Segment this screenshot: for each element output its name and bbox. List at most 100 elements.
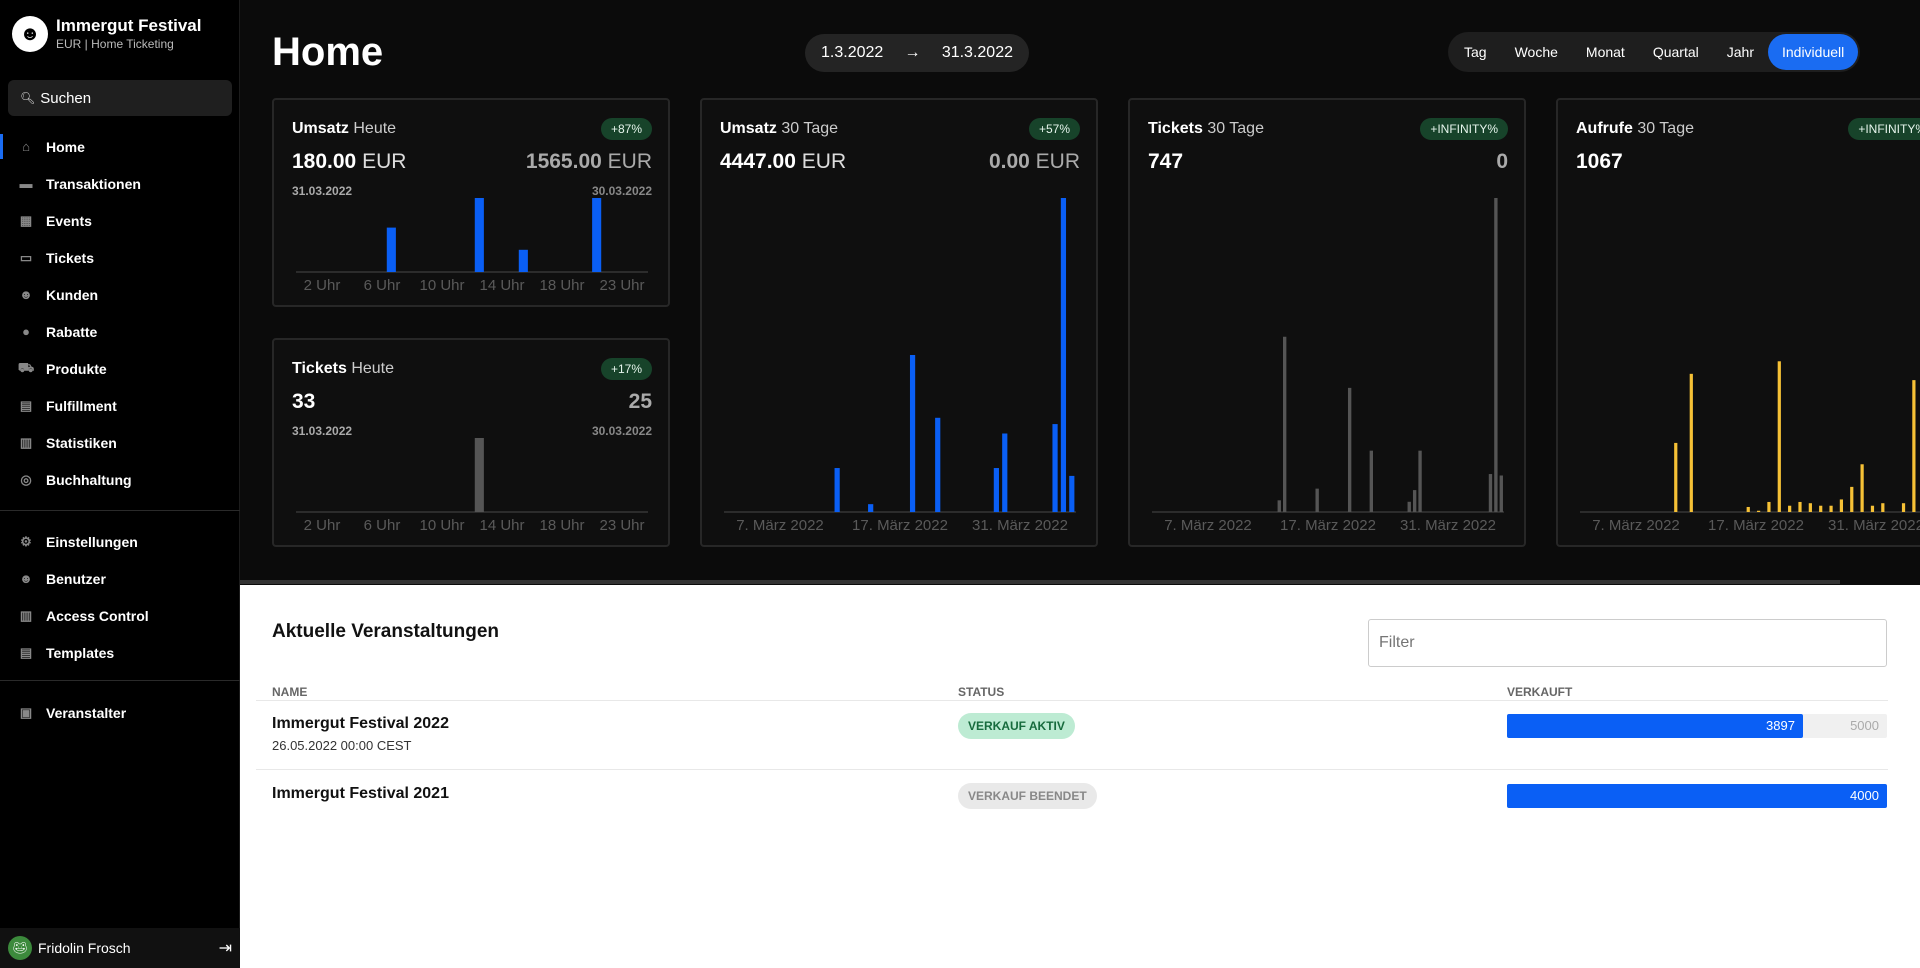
org-nav: ▣ Veranstalter xyxy=(0,694,240,731)
chart-bar xyxy=(1418,450,1422,512)
current-value: 747 xyxy=(1148,150,1184,173)
sidebar-item-transaktionen[interactable]: ▬ Transaktionen xyxy=(0,165,240,202)
compare-value: 1565.00 EUR xyxy=(526,150,652,174)
horizontal-scrollbar[interactable] xyxy=(240,580,1840,584)
card-title-main: Tickets xyxy=(1148,120,1203,137)
sidebar-item-rabatte[interactable]: ● Rabatte xyxy=(0,313,240,350)
user-menu[interactable]: 🐸︎ Fridolin Frosch ⇥ xyxy=(0,928,240,968)
box-icon: ▤ xyxy=(19,397,33,413)
search-button[interactable]: 🔍︎ Suchen xyxy=(8,80,232,116)
chart-bar xyxy=(1756,510,1761,512)
chart-bar xyxy=(1407,501,1411,512)
chart-bar xyxy=(474,198,484,272)
x-tick-label: 18 Uhr xyxy=(539,277,584,294)
period-monat[interactable]: Monat xyxy=(1585,44,1625,60)
column-header-name[interactable]: NAME xyxy=(272,685,308,699)
chart-bar xyxy=(1829,505,1833,512)
sidebar-item-fulfillment[interactable]: ▤ Fulfillment xyxy=(0,387,240,424)
sidebar-item-veranstalter[interactable]: ▣ Veranstalter xyxy=(0,694,240,731)
sidebar-item-home[interactable]: ⌂ Home xyxy=(0,128,240,165)
compare-value: 0.00 EUR xyxy=(989,150,1080,174)
event-name[interactable]: Immergut Festival 2022 xyxy=(272,715,449,732)
ticket-icon: ▭ xyxy=(19,249,33,265)
org-name: Immergut Festival xyxy=(56,16,202,35)
chart-bar xyxy=(1808,503,1812,512)
current-value: 1067 xyxy=(1576,150,1623,173)
sidebar-item-statistiken[interactable]: ▥ Statistiken xyxy=(0,424,240,461)
chart-bar xyxy=(1746,506,1750,512)
org-switcher[interactable]: ☻ Immergut Festival EUR | Home Ticketing xyxy=(12,16,202,52)
compare-unit: EUR xyxy=(1035,150,1080,173)
sidebar-item-label: Benutzer xyxy=(46,570,106,587)
sidebar-item-label: Home xyxy=(46,138,85,155)
card-tickets-30[interactable]: Tickets 30 Tage +INFINITY% 747 0 7. März… xyxy=(1128,98,1526,547)
period-woche[interactable]: Woche xyxy=(1514,44,1558,60)
column-header-status[interactable]: STATUS xyxy=(958,685,1005,699)
row-divider xyxy=(256,769,1888,770)
sidebar-item-templates[interactable]: ▤ Templates xyxy=(0,634,240,671)
card-title: Aufrufe 30 Tage xyxy=(1576,120,1694,138)
search-label: Suchen xyxy=(40,89,92,107)
card-tickets-today[interactable]: Tickets Heute +17% 33 25 31.03.2022 30.0… xyxy=(272,338,670,547)
chart-bar xyxy=(1788,505,1792,512)
chart-icon: ▥ xyxy=(19,434,33,450)
chart-bar xyxy=(993,468,999,512)
x-tick-label: 7. März 2022 xyxy=(1164,517,1252,534)
x-tick-label: 17. März 2022 xyxy=(1708,517,1804,534)
x-tick-label: 14 Uhr xyxy=(479,517,524,534)
event-name[interactable]: Immergut Festival 2021 xyxy=(272,785,449,802)
chart-bar xyxy=(1069,475,1075,512)
change-badge: +87% xyxy=(600,118,652,140)
x-tick-label: 31. März 2022 xyxy=(972,517,1068,534)
chart-bar xyxy=(1412,490,1417,512)
chart-bar xyxy=(909,355,916,512)
compare-value: 25 xyxy=(628,390,652,413)
compare-number: 1565.00 xyxy=(525,150,602,173)
logout-icon[interactable]: ⇥ xyxy=(218,940,232,957)
sidebar-item-einstellungen[interactable]: ⚙ Einstellungen xyxy=(0,523,240,560)
chart-bar xyxy=(1839,499,1844,512)
card-umsatz-30[interactable]: Umsatz 30 Tage +57% 4447.00 EUR 0.00 EUR… xyxy=(700,98,1098,547)
period-jahr[interactable]: Jahr xyxy=(1726,44,1754,60)
sidebar-item-events[interactable]: ▦ Events xyxy=(0,202,240,239)
sidebar-item-access-control[interactable]: ▥ Access Control xyxy=(0,597,240,634)
current-date: 31.03.2022 xyxy=(292,184,353,198)
period-quartal[interactable]: Quartal xyxy=(1652,44,1699,60)
change-badge: +INFINITY% xyxy=(1848,118,1920,140)
date-range-picker[interactable]: 1.3.2022 → 31.3.2022 xyxy=(805,34,1029,72)
value-unit: EUR xyxy=(362,150,407,173)
gears-icon: ⚙ xyxy=(20,533,32,549)
compare-value: 0 xyxy=(1496,150,1508,173)
barcode-icon: ▥ xyxy=(19,607,33,623)
row-divider xyxy=(256,700,1888,701)
sidebar-item-produkte[interactable]: ⛟ Produkte xyxy=(0,350,240,387)
x-tick-label: 23 Uhr xyxy=(599,517,644,534)
sidebar-item-label: Transaktionen xyxy=(46,175,141,192)
change-badge: +17% xyxy=(600,358,652,380)
search-icon: 🔍︎ xyxy=(20,91,36,105)
chart-bar xyxy=(1901,503,1906,512)
sidebar-item-kunden[interactable]: ☻ Kunden xyxy=(0,276,240,313)
card-aufrufe-30[interactable]: Aufrufe 30 Tage +INFINITY% 1067 7. März … xyxy=(1556,98,1920,547)
card-title-period: 30 Tage xyxy=(1637,120,1694,137)
sidebar-item-buchhaltung[interactable]: ◎ Buchhaltung xyxy=(0,461,240,498)
value-unit: EUR xyxy=(801,150,847,173)
card-title: Tickets Heute xyxy=(292,360,394,378)
sold-count: 4000 xyxy=(1850,788,1879,803)
chart-bar xyxy=(834,468,840,512)
chart-bar xyxy=(1494,198,1498,512)
chart-bar xyxy=(386,227,396,272)
period-tag[interactable]: Tag xyxy=(1464,44,1487,60)
card-title: Umsatz 30 Tage xyxy=(720,120,838,138)
column-header-sold[interactable]: VERKAUFT xyxy=(1507,685,1573,699)
period-individuell[interactable]: Individuell xyxy=(1767,34,1859,70)
cart-icon: ⛟ xyxy=(17,359,35,375)
card-umsatz-today[interactable]: Umsatz Heute +87% 180.00 EUR 1565.00 EUR… xyxy=(272,98,670,307)
sidebar-item-benutzer[interactable]: ☻ Benutzer xyxy=(0,560,240,597)
sidebar-item-label: Veranstalter xyxy=(46,704,127,721)
sidebar-item-tickets[interactable]: ▭ Tickets xyxy=(0,239,240,276)
sidebar-item-label: Buchhaltung xyxy=(46,471,132,488)
filter-input[interactable] xyxy=(1368,619,1887,667)
sold-progress-bar: 4000 xyxy=(1507,784,1887,808)
progress-fill xyxy=(1507,714,1803,738)
